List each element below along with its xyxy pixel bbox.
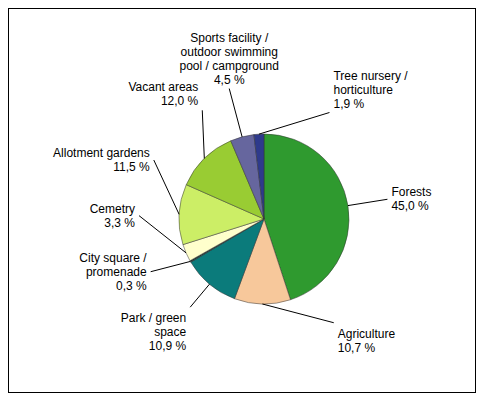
svg-text:Cemetry3,3 %: Cemetry3,3 % bbox=[90, 202, 136, 230]
svg-text:City square /promenade0,3 %: City square /promenade0,3 % bbox=[79, 251, 147, 293]
svg-text:Forests45,0 %: Forests45,0 % bbox=[391, 185, 431, 213]
svg-text:Agriculture10,7 %: Agriculture10,7 % bbox=[338, 327, 396, 355]
svg-text:Park / greenspace10,9 %: Park / greenspace10,9 % bbox=[121, 311, 187, 353]
svg-text:Sports facility /outdoor swimm: Sports facility /outdoor swimmingpool / … bbox=[180, 31, 279, 87]
svg-text:Allotment gardens11,5 %: Allotment gardens11,5 % bbox=[53, 146, 150, 174]
svg-text:Tree nursery /horticulture1,9: Tree nursery /horticulture1,9 % bbox=[333, 69, 408, 111]
svg-text:Vacant areas12,0 %: Vacant areas12,0 % bbox=[128, 80, 198, 108]
